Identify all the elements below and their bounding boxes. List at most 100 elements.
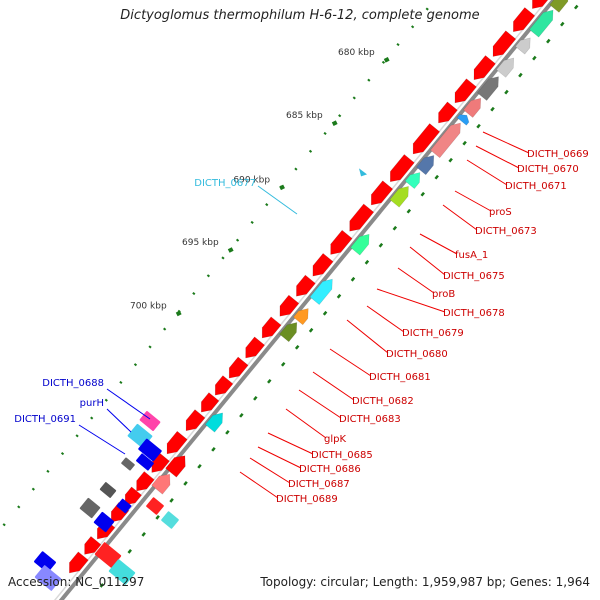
- inner-tick: [183, 481, 188, 486]
- inner-tick: [350, 276, 356, 282]
- cds-arrow: [473, 55, 496, 81]
- inner-tick: [169, 498, 174, 503]
- gene-label: DICTH_0687: [288, 479, 350, 490]
- blue-gene: [136, 453, 154, 471]
- ruler-kbp-label: 700 kbp: [130, 301, 167, 311]
- gene-leader-line: [376, 288, 446, 313]
- gene-leader-line: [397, 267, 435, 294]
- gene-label: DICTH_0691: [14, 414, 76, 425]
- gene-label: proB: [432, 289, 455, 300]
- cyan-gene: [161, 511, 179, 529]
- gene-label: DICTH_0670: [517, 164, 579, 175]
- cds-arrow: [296, 274, 316, 297]
- gene-leader-line: [78, 424, 126, 455]
- inner-tick: [573, 4, 579, 10]
- inner-tick: [490, 106, 495, 112]
- gene-label: DICTH_0679: [402, 328, 464, 339]
- cds-arrow: [370, 180, 394, 206]
- gene-leader-line: [298, 389, 342, 419]
- inner-tick: [392, 225, 398, 231]
- inner-tick: [378, 242, 384, 248]
- gene-label: fusA_1: [455, 250, 488, 261]
- grey-gene: [79, 497, 101, 519]
- inner-tick: [141, 532, 146, 537]
- inner-tick: [239, 412, 244, 418]
- gene-leader-line: [249, 457, 291, 484]
- feature-block: [204, 412, 223, 433]
- ruler-tick: [308, 149, 313, 153]
- ruler-tick: [425, 7, 429, 11]
- gene-leader-line: [329, 348, 372, 377]
- gene-leader-line: [346, 319, 389, 354]
- cds-arrow: [412, 123, 441, 155]
- feature-block: [430, 122, 461, 159]
- gene-label: DICTH_0688: [42, 378, 104, 389]
- genome-summary: Topology: circular; Length: 1,959,987 bp…: [260, 575, 590, 589]
- inner-tick: [546, 38, 551, 44]
- accession-label: Accession: NC_011297: [8, 575, 145, 589]
- gene-leader-line: [257, 446, 302, 469]
- inner-tick: [364, 259, 370, 265]
- cds-arrow: [312, 252, 334, 277]
- ruler-tick: [90, 416, 94, 420]
- feature-block: [463, 97, 482, 118]
- ruler-tick: [119, 380, 123, 385]
- ruler-tick: [31, 487, 35, 491]
- ruler-tick: [265, 203, 269, 207]
- blue-gene: [34, 565, 62, 591]
- inner-tick: [532, 55, 537, 61]
- gene-label: DICTH_0681: [369, 372, 431, 383]
- ruler-major-tick: [383, 57, 390, 63]
- inner-tick: [99, 583, 105, 588]
- gene-leader-line: [239, 471, 279, 499]
- cds-arrow: [261, 316, 282, 339]
- gene-label: DICTH_0682: [352, 396, 414, 407]
- ruler-major-tick: [227, 247, 234, 253]
- ruler-tick: [352, 96, 356, 100]
- gene-leader-line: [454, 190, 492, 212]
- feature-block: [528, 9, 554, 38]
- genome-backbone: [58, 0, 557, 600]
- ruler-tick: [148, 345, 152, 349]
- feature-block: [389, 185, 409, 208]
- ruler-kbp-label: 685 kbp: [286, 111, 323, 121]
- cds-arrow: [165, 455, 186, 478]
- inner-tick: [448, 157, 453, 163]
- gene-leader-line: [482, 131, 530, 154]
- gene-label: DICTH_0683: [339, 414, 401, 425]
- ruler-kbp-label: 690 kbp: [233, 175, 270, 185]
- inner-tick: [434, 174, 439, 180]
- ruler-tick: [221, 256, 225, 260]
- cds-arrow: [454, 78, 477, 104]
- blue-gene: [34, 551, 56, 573]
- feature-block: [309, 278, 333, 306]
- inner-tick: [308, 327, 314, 333]
- cds-arrow: [512, 7, 536, 33]
- ruler-tick: [250, 220, 254, 224]
- blue-gene: [116, 498, 132, 514]
- cds-arrow: [124, 486, 143, 506]
- feature-block: [456, 114, 470, 126]
- ruler-tick: [60, 452, 65, 456]
- inner-tick: [225, 429, 230, 435]
- ruler-major-tick: [331, 120, 338, 127]
- gene-leader-line: [312, 371, 355, 401]
- inner-tick: [127, 549, 132, 554]
- cds-arrow: [532, 0, 552, 9]
- feature-block: [293, 308, 309, 326]
- cds-arrow: [69, 551, 89, 574]
- cds-arrow: [245, 336, 266, 359]
- gene-leader-line: [106, 388, 151, 420]
- ruler-tick: [104, 398, 108, 402]
- ruler-major-tick: [279, 184, 285, 191]
- cds-arrow: [151, 473, 171, 495]
- gene-label: purH: [80, 398, 104, 409]
- cds-arrow: [185, 409, 206, 432]
- inner-tick: [476, 123, 481, 129]
- feature-block: [404, 172, 421, 190]
- inner-tick: [280, 361, 286, 367]
- ruler-tick: [381, 60, 386, 64]
- ruler-major-tick: [175, 310, 182, 317]
- gene-label: DICTH_0678: [443, 308, 505, 319]
- ruler-kbp-label: 680 kbp: [338, 48, 375, 58]
